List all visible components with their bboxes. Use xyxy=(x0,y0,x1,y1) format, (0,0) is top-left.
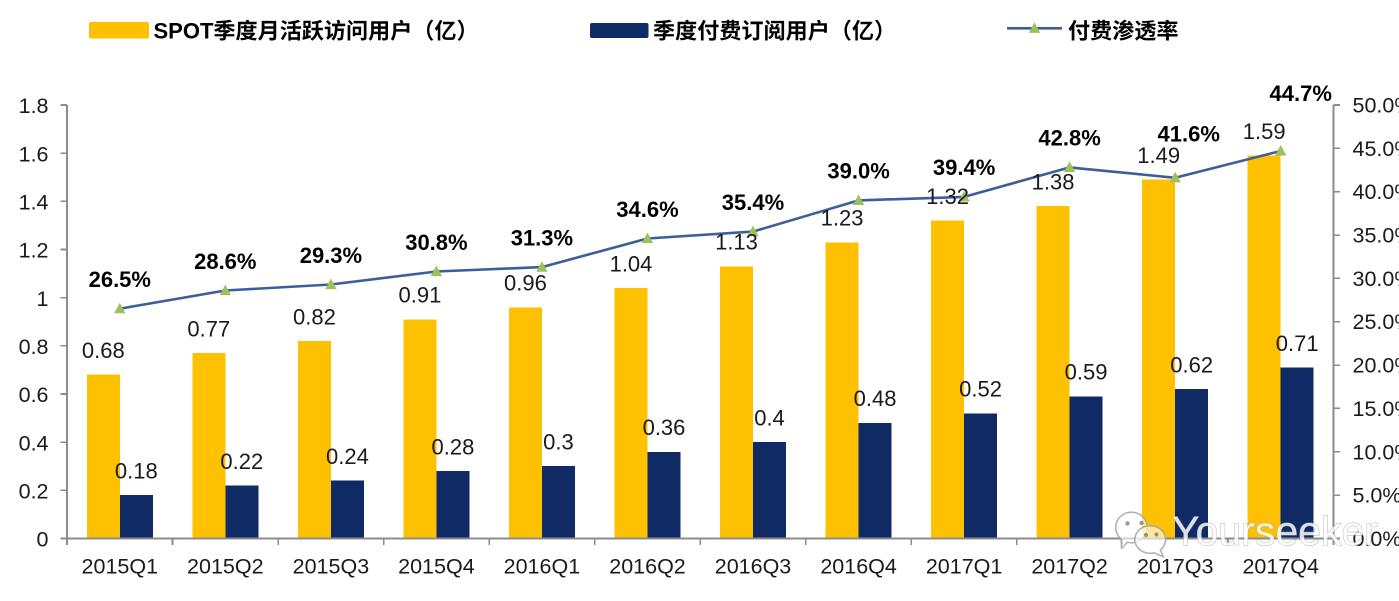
svg-text:0.6: 0.6 xyxy=(19,383,49,407)
svg-text:1.6: 1.6 xyxy=(19,142,49,166)
svg-text:2015Q2: 2015Q2 xyxy=(187,555,264,579)
svg-text:0: 0 xyxy=(37,528,49,552)
svg-text:0.71: 0.71 xyxy=(1276,331,1319,356)
svg-text:0.52: 0.52 xyxy=(959,377,1002,402)
svg-text:0.22: 0.22 xyxy=(220,449,263,474)
svg-text:31.3%: 31.3% xyxy=(511,225,573,250)
svg-text:2017Q3: 2017Q3 xyxy=(1137,555,1214,579)
svg-text:42.8%: 42.8% xyxy=(1038,126,1100,151)
svg-text:2016Q4: 2016Q4 xyxy=(820,555,897,579)
svg-text:Yourseeker: Yourseeker xyxy=(1172,508,1378,554)
svg-text:28.6%: 28.6% xyxy=(194,249,256,274)
svg-text:0.36: 0.36 xyxy=(643,415,686,440)
svg-text:0.4: 0.4 xyxy=(754,406,785,431)
svg-text:35.0%: 35.0% xyxy=(1353,224,1399,248)
svg-text:39.4%: 39.4% xyxy=(933,155,995,180)
svg-text:1.23: 1.23 xyxy=(821,206,864,231)
svg-text:0.48: 0.48 xyxy=(854,386,897,411)
svg-text:SPOT: SPOT xyxy=(154,19,214,44)
svg-text:1.38: 1.38 xyxy=(1032,170,1075,195)
svg-text:0.3: 0.3 xyxy=(543,430,574,455)
svg-text:10.0%: 10.0% xyxy=(1353,440,1399,464)
svg-text:41.6%: 41.6% xyxy=(1158,122,1220,147)
svg-text:25.0%: 25.0% xyxy=(1353,310,1399,334)
svg-text:40.0%: 40.0% xyxy=(1353,180,1399,204)
svg-text:26.5%: 26.5% xyxy=(89,267,151,292)
svg-text:1.2: 1.2 xyxy=(19,239,49,263)
svg-text:1.32: 1.32 xyxy=(926,184,969,209)
svg-text:1.04: 1.04 xyxy=(610,251,653,276)
svg-text:34.6%: 34.6% xyxy=(616,197,678,222)
svg-text:2017Q1: 2017Q1 xyxy=(926,555,1003,579)
svg-text:0.8: 0.8 xyxy=(19,335,49,359)
svg-text:0.4: 0.4 xyxy=(19,431,49,455)
svg-text:2015Q1: 2015Q1 xyxy=(82,555,159,579)
svg-text:1: 1 xyxy=(37,287,49,311)
svg-text:30.0%: 30.0% xyxy=(1353,267,1399,291)
svg-text:0.68: 0.68 xyxy=(82,338,125,363)
svg-text:0.24: 0.24 xyxy=(326,444,369,469)
svg-text:0.96: 0.96 xyxy=(504,271,547,296)
svg-text:0.82: 0.82 xyxy=(293,304,336,329)
svg-text:0.59: 0.59 xyxy=(1065,360,1108,385)
svg-text:1.4: 1.4 xyxy=(19,191,49,215)
svg-text:0.28: 0.28 xyxy=(431,434,474,459)
svg-text:15.0%: 15.0% xyxy=(1353,397,1399,421)
svg-text:2016Q3: 2016Q3 xyxy=(715,555,792,579)
svg-text:1.49: 1.49 xyxy=(1137,143,1180,168)
svg-text:2017Q2: 2017Q2 xyxy=(1031,555,1108,579)
svg-text:2016Q1: 2016Q1 xyxy=(504,555,581,579)
svg-text:50.0%: 50.0% xyxy=(1353,94,1399,118)
svg-text:44.7%: 44.7% xyxy=(1270,81,1332,106)
svg-text:39.0%: 39.0% xyxy=(827,159,889,184)
svg-text:30.8%: 30.8% xyxy=(405,230,467,255)
svg-text:2017Q4: 2017Q4 xyxy=(1242,555,1319,579)
svg-text:0.77: 0.77 xyxy=(187,316,230,341)
svg-text:20.0%: 20.0% xyxy=(1353,354,1399,378)
svg-text:2015Q4: 2015Q4 xyxy=(398,555,475,579)
svg-text:35.4%: 35.4% xyxy=(722,190,784,215)
svg-text:29.3%: 29.3% xyxy=(300,243,362,268)
svg-text:1.13: 1.13 xyxy=(715,230,758,255)
svg-text:1.59: 1.59 xyxy=(1243,119,1286,144)
svg-text:45.0%: 45.0% xyxy=(1353,137,1399,161)
svg-text:0.62: 0.62 xyxy=(1170,353,1213,378)
svg-text:5.0%: 5.0% xyxy=(1353,484,1399,508)
svg-text:0.91: 0.91 xyxy=(398,283,441,308)
svg-text:2016Q2: 2016Q2 xyxy=(609,555,686,579)
svg-text:2015Q3: 2015Q3 xyxy=(293,555,370,579)
svg-text:0.18: 0.18 xyxy=(115,458,158,483)
svg-text:1.8: 1.8 xyxy=(19,94,49,118)
svg-text:0.2: 0.2 xyxy=(19,480,49,504)
